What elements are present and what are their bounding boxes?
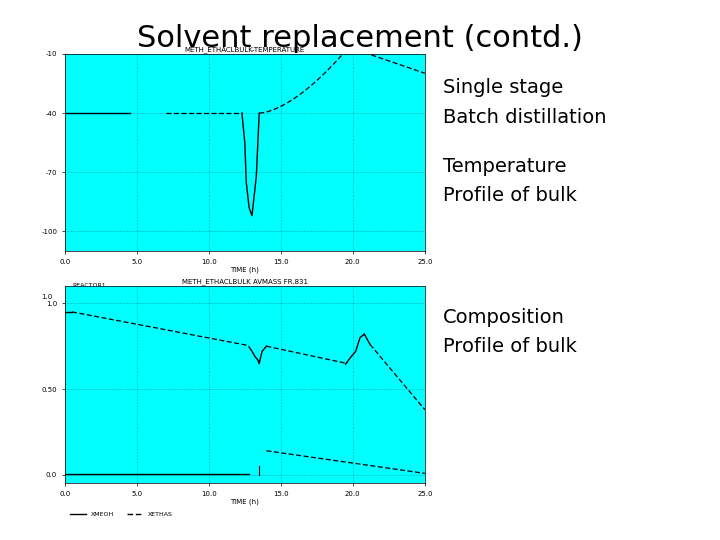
XMEOH [372, 348, 380, 354]
XMEOH [382, 361, 391, 368]
XMEOH [367, 343, 376, 349]
Title: METH_ETHACLBULK AVMASS FR.831: METH_ETHACLBULK AVMASS FR.831 [181, 279, 307, 285]
XMEOH [402, 384, 411, 391]
Text: Profile of bulk: Profile of bulk [443, 338, 577, 356]
XMEOH [410, 395, 419, 401]
XMEOH [415, 400, 423, 406]
XETHAS [168, 471, 177, 477]
XMEOH [395, 376, 404, 383]
XETHAS [79, 471, 88, 477]
XMEOH [390, 369, 398, 376]
XMEOH [394, 375, 402, 381]
XMEOH [376, 353, 384, 360]
XMEOH [370, 346, 379, 353]
Text: Single stage: Single stage [443, 78, 563, 97]
Title: METH_ETHACLBULK-TEMPERATURE: METH_ETHACLBULK-TEMPERATURE [184, 46, 305, 53]
XETHAS [60, 471, 69, 477]
XETHAS [232, 471, 240, 477]
XETHAS [162, 471, 171, 477]
XMEOH [377, 355, 386, 361]
Text: Temperature: Temperature [443, 157, 567, 176]
XETHAS [188, 471, 197, 477]
XETHAS [181, 471, 190, 477]
X-axis label: TIME (h): TIME (h) [230, 498, 259, 505]
XETHAS [143, 471, 152, 477]
XMEOH [416, 401, 425, 408]
XMEOH [385, 364, 394, 371]
XETHAS [200, 471, 209, 477]
XETHAS [73, 471, 82, 477]
XMEOH [412, 396, 420, 403]
XMEOH [387, 366, 395, 373]
XETHAS [207, 471, 215, 477]
XETHAS [156, 471, 164, 477]
Text: REACTOR1: REACTOR1 [72, 282, 106, 288]
XETHAS [86, 471, 94, 477]
XMEOH [418, 403, 426, 409]
XMEOH [407, 390, 415, 396]
XMEOH [374, 351, 383, 357]
XETHAS [124, 471, 132, 477]
XETHAS [213, 471, 222, 477]
XMEOH [379, 358, 388, 365]
Line: XMEOH: XMEOH [370, 345, 425, 410]
XMEOH [373, 349, 382, 356]
XETHAS [175, 471, 184, 477]
XMEOH [405, 388, 414, 395]
XETHAS [238, 471, 247, 477]
XMEOH [409, 393, 418, 400]
XETHAS [130, 471, 139, 477]
Text: Profile of bulk: Profile of bulk [443, 186, 577, 205]
Legend: XMEOH, XETHAS: XMEOH, XETHAS [68, 509, 175, 519]
XETHAS [112, 471, 120, 477]
XMEOH [400, 381, 408, 388]
XETHAS [150, 471, 158, 477]
XMEOH [413, 398, 422, 404]
XMEOH [379, 356, 387, 363]
XMEOH [388, 368, 397, 374]
Text: Composition: Composition [443, 308, 564, 327]
XMEOH [401, 383, 410, 389]
XMEOH [420, 407, 429, 413]
XMEOH [381, 360, 390, 366]
XMEOH [369, 345, 377, 351]
XMEOH [384, 363, 392, 369]
XMEOH [404, 386, 413, 393]
XMEOH [397, 378, 405, 384]
XMEOH [408, 392, 416, 398]
XMEOH [366, 341, 374, 348]
XMEOH [398, 380, 407, 386]
XETHAS [220, 471, 228, 477]
XETHAS [92, 471, 101, 477]
XETHAS [194, 471, 202, 477]
XMEOH [419, 404, 428, 411]
Text: Batch distillation: Batch distillation [443, 108, 606, 127]
XETHAS [245, 471, 253, 477]
XMEOH [391, 372, 400, 378]
XETHAS [226, 471, 235, 477]
Text: 1.0: 1.0 [42, 294, 53, 300]
XETHAS [105, 471, 114, 477]
Text: Solvent replacement (contd.): Solvent replacement (contd.) [137, 24, 583, 53]
XETHAS [99, 471, 107, 477]
X-axis label: TIME (h): TIME (h) [230, 266, 259, 273]
XETHAS [117, 471, 126, 477]
XETHAS [137, 471, 145, 477]
XETHAS [67, 471, 76, 477]
XMEOH [392, 373, 401, 380]
